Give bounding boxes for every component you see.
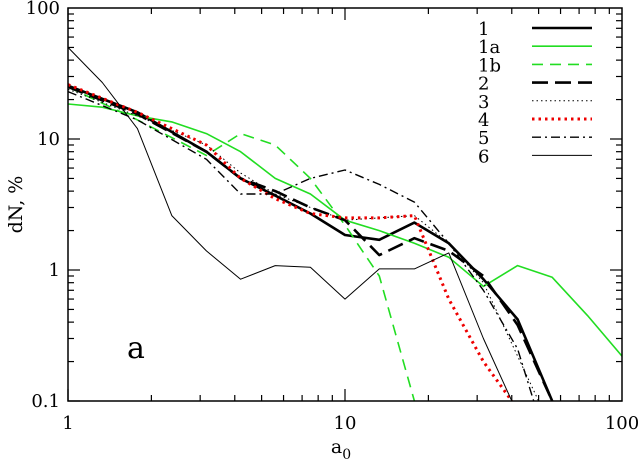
legend-label-6: 6 xyxy=(478,146,489,167)
x-tick-label: 1 xyxy=(62,413,73,434)
series-line-4 xyxy=(68,83,514,401)
series-line-5 xyxy=(68,90,535,401)
x-axis-label: a0 xyxy=(331,436,351,463)
x-tick-label: 10 xyxy=(334,413,357,434)
y-tick-label: 10 xyxy=(37,129,60,150)
legend-label-1b: 1b xyxy=(478,55,501,76)
x-tick-label: 100 xyxy=(605,413,639,434)
legend-label-1: 1 xyxy=(478,19,489,40)
y-tick-label: 0.1 xyxy=(31,391,60,412)
legend-label-5: 5 xyxy=(478,128,489,149)
y-tick-label: 100 xyxy=(26,0,60,19)
series-line-1b xyxy=(68,86,416,401)
tick-marks xyxy=(67,8,622,402)
legend-label-3: 3 xyxy=(478,92,489,113)
legend-label-1a: 1a xyxy=(478,37,500,58)
y-axis-label: dN, % xyxy=(5,176,27,234)
series-line-6 xyxy=(68,47,513,401)
legend-label-4: 4 xyxy=(478,110,489,131)
series-line-2 xyxy=(68,85,554,401)
panel-annotation: a xyxy=(127,331,145,366)
series-layer xyxy=(68,47,622,401)
legend-label-2: 2 xyxy=(478,74,489,95)
y-tick-label: 1 xyxy=(49,260,60,281)
